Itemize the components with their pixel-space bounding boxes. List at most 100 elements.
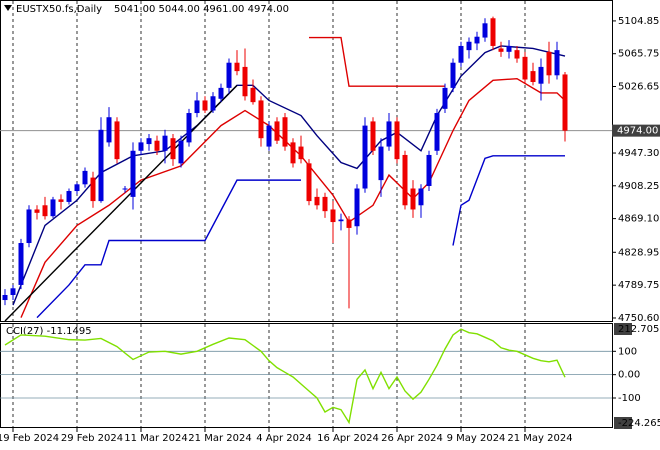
y-tick-label: 4869.10	[618, 214, 659, 225]
candle-body	[210, 96, 216, 111]
x-tick-label: 21 May 2024	[507, 433, 572, 444]
candle-body	[498, 48, 504, 52]
cci-panel	[0, 323, 613, 428]
candle-body	[290, 142, 296, 164]
candle-body	[130, 150, 136, 197]
candle-body	[418, 188, 424, 206]
candle-body	[354, 188, 360, 227]
candle-body	[330, 209, 336, 223]
candle-body	[546, 51, 552, 76]
candle-body	[466, 41, 472, 51]
y-tick-label: 5026.65	[618, 81, 659, 92]
candle-body	[170, 138, 176, 160]
candle-body	[450, 62, 456, 88]
candle-body	[2, 295, 8, 301]
candle-body	[482, 23, 488, 38]
candle-body	[194, 100, 200, 114]
indicator-line	[309, 36, 445, 87]
candle-body	[186, 113, 192, 143]
candle-body	[314, 196, 320, 206]
cci-title: CCI(27) -11.1495	[6, 326, 92, 337]
y-tick-label: 4908.25	[618, 181, 659, 192]
candle-body	[410, 188, 416, 210]
candle-body	[282, 117, 288, 147]
candle-body	[434, 113, 440, 151]
candle-body	[122, 188, 128, 190]
x-tick-label: 4 Apr 2024	[256, 433, 311, 444]
candle-body	[362, 125, 368, 189]
limit-box	[614, 323, 632, 335]
x-tick-label: 19 Feb 2024	[0, 433, 59, 444]
candle-body	[530, 71, 536, 83]
price-panel	[0, 0, 613, 322]
candle-body	[522, 56, 528, 80]
candle-body	[18, 243, 24, 285]
candle-body	[474, 36, 480, 44]
candle-body	[58, 199, 64, 202]
indicator-line	[36, 155, 565, 319]
candle-body	[66, 191, 72, 202]
candle-body	[378, 146, 384, 181]
x-tick-label: 9 May 2024	[447, 433, 506, 444]
candle-body	[106, 117, 112, 143]
candle-body	[426, 154, 432, 186]
candle-body	[298, 146, 304, 160]
collapse-icon[interactable]	[4, 5, 12, 11]
y-limit-label: 212.7055	[618, 324, 660, 335]
ohlc-readout: 5041.00 5044.00 4961.00 4974.00	[114, 4, 289, 15]
candle-body	[402, 154, 408, 206]
candle-body	[242, 66, 248, 97]
indicator-line	[4, 84, 238, 322]
y-tick-label: 4828.95	[618, 247, 659, 258]
candle-body	[82, 170, 88, 185]
candle-body	[386, 121, 392, 147]
candle-body	[538, 66, 544, 84]
candle-body	[234, 62, 240, 72]
candle-body	[50, 199, 56, 217]
price-box	[612, 124, 660, 137]
y-tick-label: 5065.75	[618, 49, 659, 60]
candle-body	[338, 219, 344, 222]
candle-body	[90, 177, 96, 202]
y-tick-label: 4947.30	[618, 148, 659, 159]
candle-body	[274, 121, 280, 141]
candle-body	[490, 18, 496, 46]
candle-body	[34, 209, 40, 213]
candle-body	[226, 62, 232, 88]
indicator-line	[4, 328, 566, 425]
x-tick-label: 21 Mar 2024	[188, 433, 251, 444]
candle-body	[218, 87, 224, 99]
candle-body	[306, 163, 312, 202]
y-limit-label: -224.2659	[618, 418, 660, 429]
x-tick-label: 16 Apr 2024	[317, 433, 379, 444]
y-tick-label: 5104.85	[618, 16, 659, 27]
x-tick-label: 26 Apr 2024	[381, 433, 443, 444]
candle-body	[514, 50, 520, 59]
candle-body	[250, 87, 256, 103]
candle-body	[370, 121, 376, 151]
candle-body	[154, 140, 160, 151]
x-tick-label: 11 Mar 2024	[124, 433, 187, 444]
price-label: 4974.00	[617, 126, 658, 137]
candle-body	[146, 138, 152, 145]
candle-body	[562, 74, 568, 131]
candle-body	[554, 50, 560, 76]
candle-body	[266, 125, 272, 147]
candle-body	[202, 100, 208, 111]
y-tick-label: 0.00	[618, 370, 640, 381]
candle-body	[394, 121, 400, 160]
candle-body	[178, 140, 184, 164]
candle-body	[10, 288, 16, 296]
candle-body	[26, 209, 32, 244]
candle-body	[74, 184, 80, 192]
candle-body	[322, 196, 328, 212]
limit-box	[614, 417, 632, 429]
candle-body	[98, 129, 104, 202]
candle-body	[162, 135, 168, 151]
indicator-line	[12, 45, 566, 306]
candle-body	[458, 45, 464, 63]
candle-body	[346, 219, 352, 228]
candle-body	[258, 100, 264, 139]
y-tick-label: 4789.75	[618, 280, 659, 291]
